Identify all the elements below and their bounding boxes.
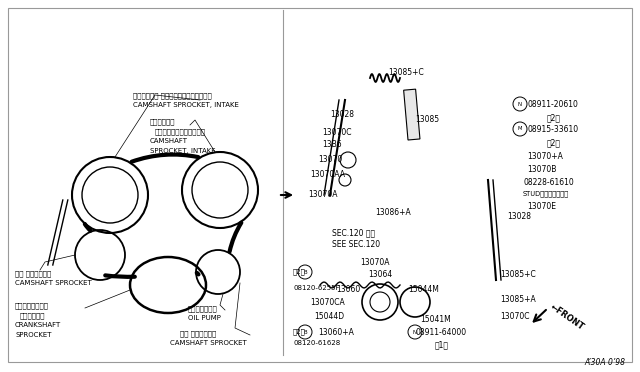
Text: 13070B: 13070B <box>527 165 556 174</box>
Bar <box>404 89 420 140</box>
Text: OIL PUMP: OIL PUMP <box>188 315 221 321</box>
Text: カムシャフト スプロケット、インテーク: カムシャフト スプロケット、インテーク <box>133 92 212 99</box>
Text: CAMSHAFT SPROCKET, INTAKE: CAMSHAFT SPROCKET, INTAKE <box>133 102 239 108</box>
Text: M: M <box>518 126 522 131</box>
Text: （2）: （2） <box>547 138 561 147</box>
Text: カム スプロケット: カム スプロケット <box>15 270 51 277</box>
Text: A’30A 0’98: A’30A 0’98 <box>584 358 625 367</box>
Text: 13070A: 13070A <box>360 258 390 267</box>
Text: （2）: （2） <box>293 328 306 334</box>
Text: CAMSHAFT SPROCKET: CAMSHAFT SPROCKET <box>170 340 247 346</box>
Text: スプロケット、インテーク: スプロケット、インテーク <box>155 128 206 135</box>
Text: B: B <box>303 330 307 334</box>
Text: 13B6: 13B6 <box>322 140 342 149</box>
Text: クランクシャフト: クランクシャフト <box>15 302 49 309</box>
Text: 13070E: 13070E <box>527 202 556 211</box>
Text: 13070C: 13070C <box>500 312 529 321</box>
Text: N: N <box>413 330 417 334</box>
Text: SEE SEC.120: SEE SEC.120 <box>332 240 380 249</box>
Text: スプロケット: スプロケット <box>20 312 45 318</box>
Text: 15041M: 15041M <box>420 315 451 324</box>
Text: （2）: （2） <box>547 113 561 122</box>
Text: 08915-33610: 08915-33610 <box>527 125 578 134</box>
Text: 13070: 13070 <box>318 155 342 164</box>
Text: 08911-64000: 08911-64000 <box>415 328 466 337</box>
Text: 13064: 13064 <box>368 270 392 279</box>
Text: 08120-6255F: 08120-6255F <box>293 285 339 291</box>
Text: SEC.120 参照: SEC.120 参照 <box>332 228 375 237</box>
Text: 08228-61610: 08228-61610 <box>523 178 573 187</box>
Text: 13060: 13060 <box>336 285 360 294</box>
Text: CAMSHAFT SPROCKET: CAMSHAFT SPROCKET <box>15 280 92 286</box>
Text: CRANKSHAFT: CRANKSHAFT <box>15 322 61 328</box>
Text: ←FRONT: ←FRONT <box>548 302 585 332</box>
Text: カム スプロケット: カム スプロケット <box>180 330 216 337</box>
Text: 13070C: 13070C <box>322 128 351 137</box>
Text: 13070A: 13070A <box>308 190 337 199</box>
Text: SPROCKET, INTAKE: SPROCKET, INTAKE <box>150 148 216 154</box>
Text: 13085+A: 13085+A <box>500 295 536 304</box>
Text: 08120-61628: 08120-61628 <box>293 340 340 346</box>
Text: 13060+A: 13060+A <box>318 328 354 337</box>
Text: 13070AA: 13070AA <box>310 170 345 179</box>
Text: 13028: 13028 <box>507 212 531 221</box>
Text: 13085+C: 13085+C <box>500 270 536 279</box>
Text: 13028: 13028 <box>330 110 354 119</box>
Text: 15044M: 15044M <box>408 285 439 294</box>
Text: 13085+C: 13085+C <box>388 68 424 77</box>
Text: B: B <box>303 269 307 275</box>
Text: （1）: （1） <box>435 340 449 349</box>
Text: CAMSHAFT: CAMSHAFT <box>150 138 188 144</box>
Text: 08911-20610: 08911-20610 <box>527 100 578 109</box>
Text: カムシャフト: カムシャフト <box>150 118 175 125</box>
Text: STUDスタッド（１）: STUDスタッド（１） <box>523 190 569 197</box>
Text: N: N <box>518 102 522 106</box>
Text: 15044D: 15044D <box>314 312 344 321</box>
Text: SPROCKET: SPROCKET <box>15 332 51 338</box>
Text: 13070+A: 13070+A <box>527 152 563 161</box>
Text: オイル　ポンプ: オイル ポンプ <box>188 305 218 312</box>
Text: 13070CA: 13070CA <box>310 298 345 307</box>
Text: （2）: （2） <box>293 268 306 275</box>
Text: 13086+A: 13086+A <box>375 208 411 217</box>
Text: 13085: 13085 <box>415 115 439 124</box>
